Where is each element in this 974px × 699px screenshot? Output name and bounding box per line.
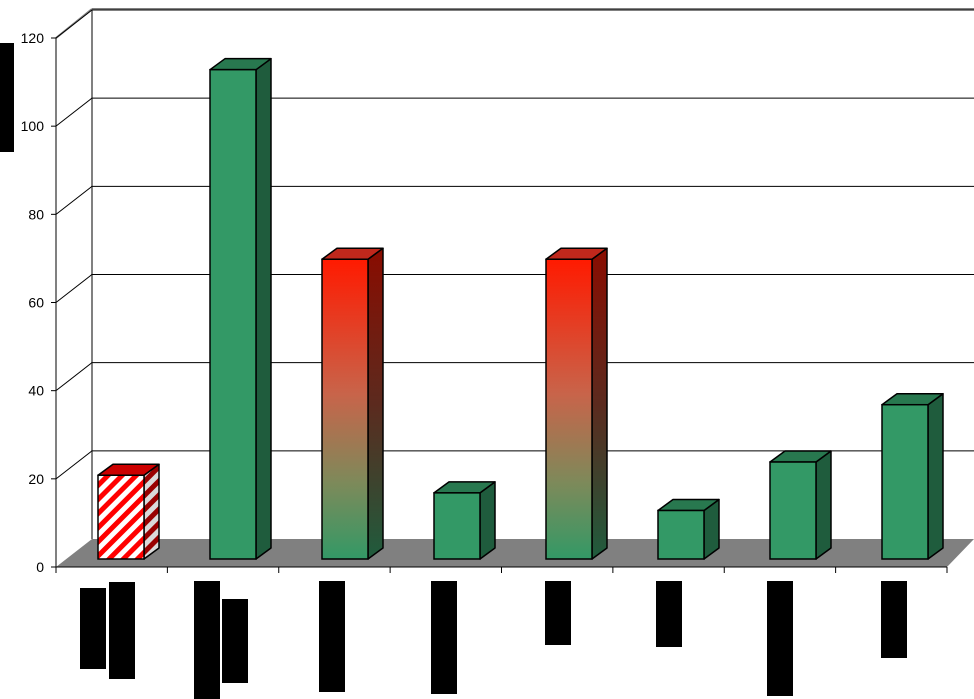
gridline: [55, 362, 974, 392]
bar: [881, 392, 944, 560]
category-label-redaction: [194, 581, 220, 699]
y-tick-label: 40: [28, 383, 44, 399]
y-tick-label: 80: [28, 206, 44, 222]
bar-side: [479, 481, 496, 560]
category-label-redaction: [80, 588, 106, 669]
category-label-redaction: [319, 581, 345, 692]
bar: [433, 481, 496, 560]
category-label-redaction: [431, 581, 457, 694]
y-tick-label: 60: [28, 295, 44, 311]
y-tick-label: 0: [36, 559, 44, 575]
bar-side: [815, 450, 832, 560]
y-tick-label: 120: [21, 30, 45, 46]
bars: [97, 57, 944, 560]
gridlines: [55, 9, 974, 480]
bar-side: [367, 247, 384, 560]
bar-front: [209, 68, 257, 560]
bar: [97, 463, 160, 560]
bar-front: [433, 492, 481, 560]
bar: [545, 247, 608, 560]
category-label-redaction: [109, 582, 135, 679]
y-axis: 0 20 40 60 80 100 120: [21, 30, 57, 575]
bar-front: [881, 403, 929, 560]
bar-side: [255, 57, 272, 560]
x-axis: [55, 566, 948, 573]
bar: [209, 57, 272, 560]
bar-front: [657, 509, 705, 560]
category-label-redaction: [222, 599, 248, 683]
category-label-redaction: [656, 581, 682, 647]
gridline: [55, 274, 974, 303]
gridline: [55, 185, 974, 215]
bar-front: [545, 258, 593, 560]
gridline: [55, 450, 974, 480]
category-label-redactions: [80, 581, 907, 699]
category-label-redaction: [545, 581, 571, 645]
bar-front: [769, 461, 817, 560]
bar-front: [321, 258, 369, 560]
bar-side: [927, 392, 944, 560]
gridline: [55, 97, 974, 127]
bar: [321, 247, 384, 560]
left-redaction-block: [0, 43, 14, 152]
plot-floor: [56, 539, 974, 567]
bar: [657, 498, 720, 560]
bar-side: [143, 463, 160, 560]
y-tick-label: 100: [21, 118, 45, 134]
y-tick-label: 20: [28, 471, 44, 487]
category-label-redaction: [767, 581, 793, 696]
bar: [769, 450, 832, 560]
gridline: [55, 9, 974, 39]
category-label-redaction: [881, 581, 907, 658]
bar-front: [97, 474, 145, 560]
bar-side: [591, 247, 608, 560]
